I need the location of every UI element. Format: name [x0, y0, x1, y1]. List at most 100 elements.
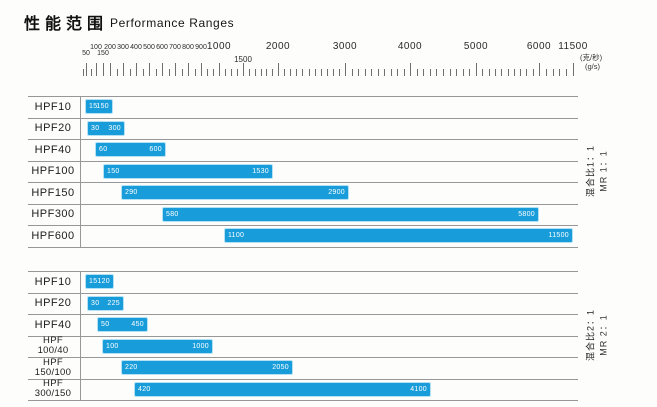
axis-minor-tick	[83, 69, 84, 76]
axis-minor-tick	[194, 69, 196, 76]
row-label: HPF 150/100	[34, 356, 72, 378]
side-label-mixing-ratio-1-zh: 混合比1：1	[585, 144, 596, 198]
axis-minor-tick	[91, 69, 92, 76]
axis-minor-tick	[507, 69, 509, 76]
axis-minor-tick	[326, 69, 328, 76]
axis-minor-tick	[469, 69, 471, 76]
row-separator-line	[28, 335, 578, 337]
axis-tick	[103, 63, 104, 76]
axis-tick-label: 400	[130, 44, 142, 51]
axis-minor-tick	[248, 69, 250, 76]
axis-unit-en: (g/s)	[585, 62, 600, 71]
axis-minor-tick	[213, 69, 214, 76]
axis-minor-tick	[358, 69, 359, 76]
axis-tick-label: 300	[117, 44, 129, 51]
axis-unit-zh: (克/秒)	[580, 53, 603, 62]
bar-min-label: 15	[89, 103, 98, 111]
row-separator-line	[28, 203, 578, 205]
row-label: HPF300	[31, 208, 75, 221]
axis-tick	[149, 63, 150, 76]
bar-min-label: 15	[89, 278, 98, 286]
axis-minor-tick	[181, 69, 183, 76]
axis-minor-tick	[320, 69, 322, 76]
page-title-en: Performance Ranges	[110, 16, 235, 30]
axis-tick	[573, 63, 574, 76]
axis-minor-tick	[116, 69, 118, 76]
axis-minor-tick	[384, 69, 385, 76]
range-bar: 50 450	[98, 318, 147, 332]
row-label: HPF 300/150	[34, 378, 72, 400]
range-bar: 30 300	[88, 121, 124, 135]
range-bar: 15 120	[86, 275, 113, 289]
axis-minor-tick	[513, 69, 515, 76]
axis-minor-tick	[552, 69, 554, 76]
axis-tick	[201, 63, 202, 76]
bar-min-label: 580	[166, 210, 179, 218]
page-title-zh: 性能范围	[24, 16, 109, 33]
bar-max-label: 600	[149, 146, 162, 154]
range-bar: 1100 11500	[225, 229, 572, 243]
row-label: HPF100	[31, 165, 75, 178]
bar-max-label: 4100	[410, 385, 427, 393]
range-bar: 60 600	[96, 143, 165, 157]
row-label: HPF10	[34, 275, 72, 288]
range-bar: 580 5800	[163, 207, 538, 221]
axis-minor-tick	[390, 69, 392, 76]
row-separator-line	[28, 378, 578, 380]
row-label: HPF40	[34, 318, 72, 331]
row-separator-line	[28, 292, 578, 294]
label-column-divider	[80, 271, 81, 400]
axis-tick-label: 600	[156, 44, 168, 51]
axis-minor-tick	[260, 69, 262, 76]
row-label: HPF600	[31, 229, 75, 242]
axis-minor-tick	[545, 69, 547, 76]
axis-tick	[345, 63, 346, 76]
side-label-mixing-ratio-2-en: MR 2：1	[598, 314, 609, 356]
label-column-divider	[80, 96, 81, 247]
axis-minor-tick	[377, 69, 379, 76]
row-separator-line	[28, 225, 578, 226]
axis-minor-tick	[449, 69, 451, 76]
axis-minor-tick	[559, 69, 561, 76]
axis-minor-tick	[456, 69, 458, 76]
axis-minor-tick	[371, 69, 372, 76]
axis-tick	[278, 63, 279, 76]
axis-minor-tick	[231, 69, 232, 76]
axis-tick-label: 500	[143, 44, 155, 51]
axis-minor-tick	[302, 69, 304, 76]
axis-minor-tick	[296, 69, 298, 76]
axis-minor-tick	[290, 69, 292, 76]
axis-minor-tick	[526, 69, 528, 76]
axis-tick	[123, 63, 124, 76]
axis-minor-tick	[351, 69, 353, 76]
row-separator-line	[28, 160, 578, 162]
bar-min-label: 1100	[228, 232, 245, 240]
axis-tick	[175, 63, 176, 76]
row-label: HPF20	[34, 297, 72, 310]
row-separator-line	[28, 357, 578, 358]
axis-minor-tick	[237, 69, 238, 76]
bar-min-label: 50	[101, 321, 110, 329]
axis-minor-tick	[314, 69, 316, 76]
row-separator-line	[28, 246, 578, 248]
range-bar: 15 150	[86, 100, 112, 114]
axis-minor-tick	[397, 69, 398, 76]
axis-tick	[243, 63, 244, 76]
axis-tick	[410, 63, 411, 76]
axis-tick-label: 6000	[526, 41, 552, 52]
bar-min-label: 290	[125, 189, 138, 197]
axis-tick	[110, 63, 111, 76]
bar-max-label: 300	[108, 124, 121, 132]
axis-tick-label: 900	[195, 44, 207, 51]
row-separator-line	[28, 271, 578, 272]
axis-minor-tick	[482, 69, 484, 76]
side-label-mixing-ratio-1-en: MR 1：1	[598, 150, 609, 192]
axis-tick	[539, 63, 540, 76]
axis-tick-label: 150	[97, 50, 109, 57]
bar-max-label: 225	[107, 299, 120, 307]
range-bar: 30 225	[88, 296, 123, 310]
axis-minor-tick	[142, 69, 144, 76]
axis-tick-label: 3000	[332, 41, 358, 52]
axis-minor-tick	[272, 69, 274, 76]
axis-minor-tick	[225, 69, 226, 76]
